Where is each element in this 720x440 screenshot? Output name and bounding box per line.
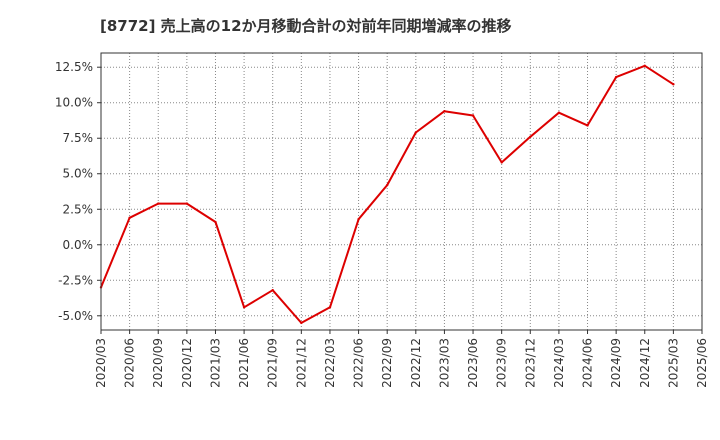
series-group [99, 64, 675, 325]
data-point [300, 321, 303, 325]
chart-title: [8772] 売上高の12か月移動合計の対前年同期増減率の推移 [100, 17, 512, 35]
data-point [614, 75, 618, 79]
data-point [128, 216, 131, 219]
data-point [529, 135, 532, 139]
x-tick-label: 2022/12 [409, 338, 423, 388]
data-point [271, 289, 274, 292]
x-tick-label: 2023/06 [466, 338, 480, 388]
y-tick-label: 12.5% [55, 60, 93, 74]
data-point [385, 183, 389, 187]
data-point [471, 114, 475, 117]
y-tick-label: 10.0% [55, 96, 93, 110]
x-tick-label: 2025/03 [666, 338, 680, 388]
x-tick-label: 2023/03 [437, 338, 451, 388]
data-point [643, 64, 646, 67]
data-point [242, 306, 246, 309]
data-point [214, 220, 217, 224]
x-axis-ticks: 2020/03 2020/06 2020/09 2020/12 2021/03 2021/… [94, 330, 709, 388]
x-tick-label: 2021/12 [294, 338, 308, 388]
y-tick-label: 2.5% [63, 202, 94, 216]
x-tick-label: 2020/03 [94, 338, 108, 388]
data-point [157, 202, 160, 205]
y-tick-label: 0.0% [63, 238, 94, 252]
x-tick-label: 2020/12 [180, 338, 194, 388]
data-point [443, 110, 446, 113]
data-point [414, 131, 418, 134]
x-tick-label: 2020/06 [123, 338, 137, 388]
x-tick-label: 2022/03 [323, 338, 337, 388]
y-tick-label: -2.5% [58, 273, 93, 287]
y-tick-label: -5.0% [58, 309, 93, 323]
x-tick-label: 2021/06 [237, 338, 251, 388]
data-point [500, 161, 503, 164]
x-tick-label: 2023/12 [523, 338, 537, 388]
grid-lines [101, 53, 702, 330]
x-tick-label: 2022/09 [380, 338, 394, 388]
y-tick-label: 5.0% [63, 167, 94, 181]
y-axis-ticks: -5.0% -2.5% 0.0% 2.5% 5.0% 7.5% 10.0% 12.5% [55, 60, 101, 323]
data-point [672, 83, 675, 86]
data-point [185, 202, 189, 205]
x-tick-label: 2024/12 [638, 338, 652, 388]
data-point [357, 218, 360, 221]
x-tick-label: 2025/06 [695, 338, 709, 388]
x-tick-label: 2021/03 [208, 338, 222, 388]
x-tick-label: 2024/03 [552, 338, 566, 388]
x-tick-label: 2020/09 [151, 338, 165, 388]
data-point [557, 111, 561, 114]
x-tick-label: 2024/09 [609, 338, 623, 388]
plot-area [101, 53, 702, 330]
data-point [586, 124, 589, 127]
x-tick-label: 2024/06 [581, 338, 595, 388]
x-tick-label: 2023/09 [495, 338, 509, 388]
y-tick-label: 7.5% [63, 131, 94, 145]
plot-frame [100, 52, 703, 331]
x-tick-label: 2021/09 [266, 338, 280, 388]
x-tick-label: 2022/06 [352, 338, 366, 388]
data-point [328, 306, 332, 309]
